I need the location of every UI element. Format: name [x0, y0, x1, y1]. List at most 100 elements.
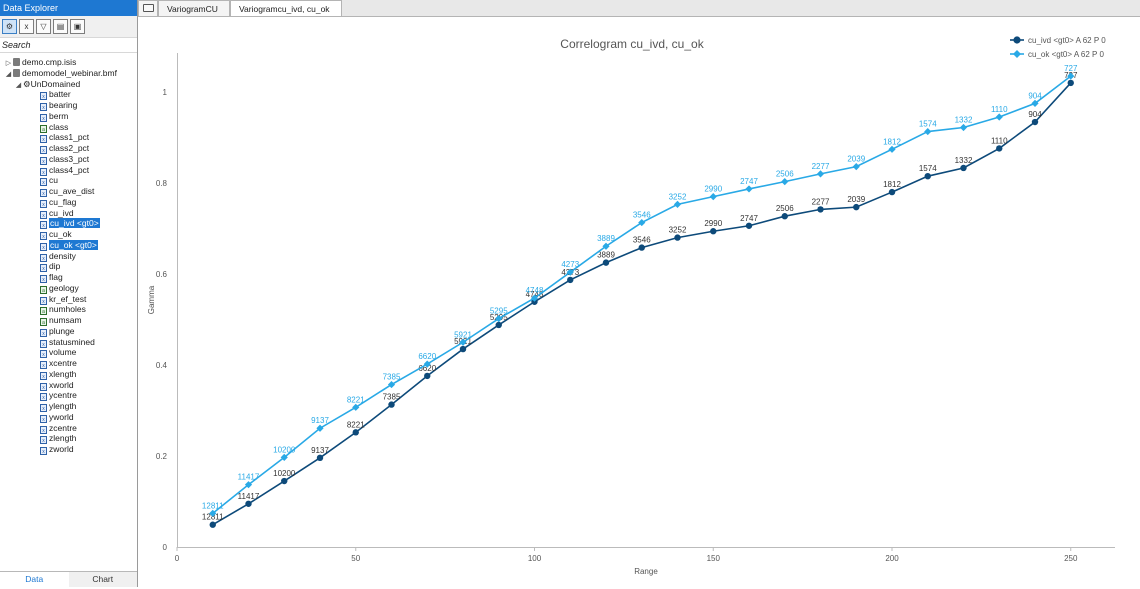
- data-point[interactable]: [816, 170, 825, 178]
- data-point[interactable]: [817, 206, 824, 213]
- tree-item-field[interactable]: x batter: [0, 89, 137, 101]
- data-point[interactable]: [387, 380, 396, 389]
- data-point[interactable]: [1067, 79, 1074, 87]
- data-point[interactable]: [459, 338, 467, 346]
- save-icon[interactable]: ▣: [70, 19, 85, 34]
- tab-variogram-cu-ivd-cu-ok[interactable]: Variogramcu_ivd, cu_ok: [230, 0, 342, 16]
- search-input[interactable]: Search: [0, 38, 137, 53]
- tree-item-field[interactable]: x cu_ave_dist: [0, 186, 137, 197]
- data-point[interactable]: [674, 234, 681, 241]
- tree-item-field[interactable]: x cu_ivd: [0, 208, 137, 219]
- data-point[interactable]: [424, 372, 431, 380]
- tab-chart[interactable]: Chart: [68, 572, 137, 587]
- data-point[interactable]: [959, 123, 968, 132]
- tree-item-field[interactable]: x class2_pct: [0, 143, 137, 154]
- data-point[interactable]: [745, 185, 753, 193]
- data-point[interactable]: [888, 145, 896, 153]
- tree-item-field[interactable]: x class4_pct: [0, 165, 137, 176]
- data-point[interactable]: [1031, 99, 1039, 107]
- tree-item-field[interactable]: x zlength: [0, 433, 137, 445]
- tree-item-field[interactable]: x class3_pct: [0, 154, 137, 165]
- tree-item-field[interactable]: x dip: [0, 261, 137, 273]
- tree-item-field[interactable]: a numsam: [0, 315, 137, 326]
- data-point[interactable]: [388, 401, 395, 408]
- data-point[interactable]: [316, 454, 324, 462]
- tree-item-field[interactable]: x xlength: [0, 369, 137, 380]
- data-point[interactable]: [352, 429, 359, 436]
- data-point[interactable]: [530, 294, 539, 302]
- data-point[interactable]: [245, 500, 252, 507]
- tree-item-field[interactable]: x statusmined: [0, 337, 137, 348]
- tree-item-group[interactable]: ◢ ⚙UnDomained: [0, 79, 137, 90]
- data-point[interactable]: [209, 509, 217, 517]
- tree-item-field[interactable]: x cu: [0, 175, 137, 187]
- tree-item-field[interactable]: x cu_ok <gt0>: [0, 239, 137, 251]
- tree-item-field[interactable]: a numholes: [0, 304, 137, 316]
- tree-item-field[interactable]: x kr_ef_test: [0, 294, 137, 305]
- data-point[interactable]: [602, 242, 610, 250]
- tree-item-field[interactable]: x xcentre: [0, 358, 137, 369]
- data-point[interactable]: [888, 188, 896, 196]
- tree-item-field[interactable]: x bearing: [0, 100, 137, 111]
- tree-item-field[interactable]: x class1_pct: [0, 132, 137, 144]
- tree-item-field[interactable]: x ylength: [0, 401, 137, 412]
- tree-item-field[interactable]: x yworld: [0, 412, 137, 423]
- data-point[interactable]: [566, 268, 574, 276]
- data-label: 2506: [776, 170, 794, 179]
- tree-item-field[interactable]: x berm: [0, 111, 137, 122]
- data-point[interactable]: [316, 424, 324, 432]
- tree-item-field[interactable]: x density: [0, 251, 137, 262]
- data-point[interactable]: [459, 345, 467, 353]
- tree-item-file[interactable]: ▷ demo.cmp.isis: [0, 57, 137, 68]
- data-point[interactable]: [781, 178, 789, 186]
- data-point[interactable]: [709, 193, 717, 201]
- legend-entry[interactable]: cu_ivd <gt0> A 62 P 0: [1028, 36, 1106, 45]
- tree-item-file[interactable]: ◢ demomodel_webinar.bmf: [0, 68, 137, 79]
- data-point[interactable]: [996, 145, 1003, 152]
- data-point[interactable]: [924, 127, 932, 136]
- tree-item-field[interactable]: a class: [0, 122, 137, 133]
- tree-item-field[interactable]: x plunge: [0, 326, 137, 337]
- data-point[interactable]: [244, 481, 253, 489]
- data-point[interactable]: [995, 113, 1003, 121]
- tree-item-field[interactable]: x cu_ivd <gt0>: [0, 218, 137, 230]
- data-point[interactable]: [1031, 118, 1039, 126]
- data-point[interactable]: [673, 200, 682, 208]
- tab-variogramcu[interactable]: VariogramCU: [158, 0, 230, 16]
- data-point[interactable]: [638, 244, 645, 251]
- data-point[interactable]: [638, 218, 646, 227]
- tab-data[interactable]: Data: [0, 572, 69, 587]
- data-point[interactable]: [852, 163, 860, 171]
- data-point[interactable]: [531, 298, 538, 305]
- data-point[interactable]: [960, 164, 967, 172]
- tree-item-field[interactable]: x cu_flag: [0, 197, 137, 208]
- legend-entry[interactable]: cu_ok <gt0> A 62 P 0: [1028, 50, 1104, 59]
- data-point[interactable]: [495, 314, 503, 323]
- data-point[interactable]: [853, 203, 860, 211]
- tree-view-icon[interactable]: ⚙: [2, 19, 17, 34]
- tree-item-field[interactable]: x xworld: [0, 380, 137, 391]
- data-point[interactable]: [781, 213, 788, 220]
- table-icon[interactable]: ▤: [53, 19, 68, 34]
- filter-icon[interactable]: ▽: [36, 19, 51, 34]
- data-point[interactable]: [567, 276, 574, 284]
- tree-item-field[interactable]: x ycentre: [0, 390, 137, 402]
- expression-icon[interactable]: x: [19, 19, 34, 34]
- data-point[interactable]: [710, 228, 717, 235]
- folder-tab[interactable]: [138, 0, 158, 16]
- data-point[interactable]: [924, 172, 931, 180]
- tree-item-field[interactable]: x volume: [0, 347, 137, 359]
- tree-item-field[interactable]: x zcentre: [0, 423, 137, 434]
- data-point[interactable]: [209, 521, 216, 528]
- data-point[interactable]: [495, 321, 502, 329]
- data-point[interactable]: [745, 222, 753, 229]
- tree-item-field[interactable]: x zworld: [0, 444, 137, 455]
- tree-item-field[interactable]: a geology: [0, 283, 137, 294]
- data-point[interactable]: [602, 259, 610, 266]
- data-point[interactable]: [281, 477, 288, 485]
- data-point[interactable]: [280, 453, 288, 461]
- tree-item-field[interactable]: x cu_ok: [0, 229, 137, 240]
- data-point[interactable]: [423, 360, 431, 368]
- data-point[interactable]: [352, 403, 360, 411]
- tree-item-field[interactable]: x flag: [0, 272, 137, 283]
